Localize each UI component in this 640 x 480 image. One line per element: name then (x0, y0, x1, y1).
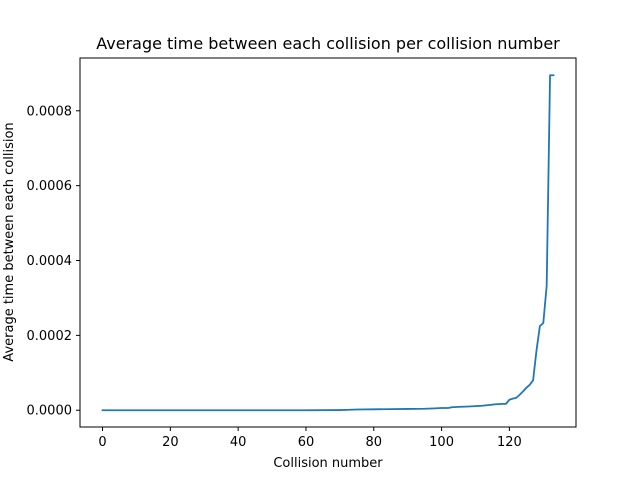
series-line (101, 74, 555, 412)
x-tick-label: 20 (162, 435, 179, 450)
x-tick-label: 0 (98, 435, 106, 450)
x-axis-label: Collision number (273, 456, 383, 471)
y-tick-label: 0.0008 (27, 104, 73, 119)
x-tick-label: 80 (365, 435, 382, 450)
y-axis: 0.0000 0.0002 0.0004 0.0006 0.0008 (27, 104, 80, 419)
series-layer (101, 74, 555, 412)
x-tick-label: 40 (230, 435, 247, 450)
y-tick-label: 0.0006 (27, 179, 73, 194)
x-tick-label: 60 (298, 435, 315, 450)
chart-title: Average time between each collision per … (96, 34, 560, 53)
y-tick-label: 0.0000 (27, 404, 73, 419)
plot-frame (79, 57, 577, 428)
x-tick-label: 100 (429, 435, 454, 450)
x-axis: 0 20 40 60 80 100 120 (98, 427, 522, 450)
y-tick-label: 0.0002 (27, 329, 73, 344)
x-tick-label: 120 (497, 435, 522, 450)
y-tick-label: 0.0004 (27, 254, 73, 269)
y-axis-label: Average time between each collision (2, 122, 17, 361)
